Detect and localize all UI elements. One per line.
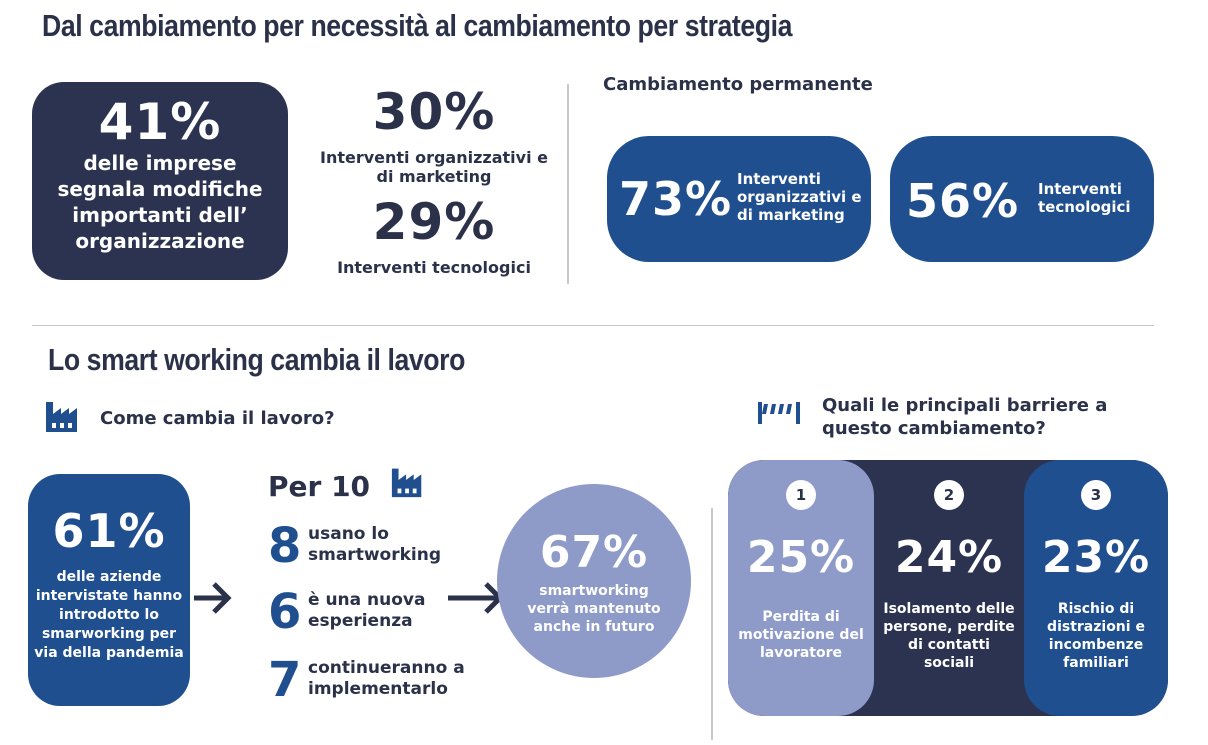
barrier-rank-3: 3 — [1081, 480, 1111, 510]
stat-29-text: Interventi tecnologici — [337, 258, 531, 277]
stat-67-text: smartworking verrà mantenuto anche in fu… — [527, 583, 661, 635]
stat-41-card: 41% delle imprese segnala modifiche impo… — [32, 82, 288, 280]
stat-67-value: 67% — [539, 527, 649, 578]
barrier-col-1: 1 25% Perdita di motivazione del lavorat… — [728, 460, 874, 716]
stat-61-value: 61% — [52, 504, 166, 558]
arrow-right-icon — [190, 576, 234, 624]
barrier-rank-1: 1 — [786, 480, 816, 510]
section2-title: Lo smart working cambia il lavoro — [48, 342, 465, 377]
barriers-title: Quali le principali barriere a questo ca… — [822, 395, 1108, 439]
per10-text-8: usano lo smartworking — [308, 524, 441, 565]
permanent-title: Cambiamento permanente — [603, 74, 873, 95]
barrier-rank-2: 2 — [934, 480, 964, 510]
permanent-card-73: 73% Interventi organizzativi e di market… — [607, 136, 871, 262]
per10-num-7: 7 — [268, 652, 302, 708]
barriers-panel: 1 25% Perdita di motivazione del lavorat… — [728, 460, 1168, 716]
stat-30-value: 30% — [372, 83, 496, 141]
barrier-col-2: 2 24% Isolamento delle persone, perdite … — [874, 460, 1024, 716]
divider-vertical — [567, 84, 569, 284]
stat-61-text: delle aziende intervistate hanno introdo… — [34, 569, 184, 661]
barrier-value-1: 25% — [746, 532, 856, 583]
factory-icon — [44, 398, 82, 436]
stat-61-card: 61% delle aziende intervistate hanno int… — [28, 474, 190, 706]
factory-icon — [390, 464, 426, 502]
barrier-col-3: 3 23% Rischio di distrazioni e incombenz… — [1024, 460, 1168, 716]
stat-41-value: 41% — [98, 93, 222, 151]
permanent-73-text: Interventi organizzativi e di marketing — [737, 170, 862, 224]
per10-num-6: 6 — [268, 584, 302, 640]
divider-vertical-2 — [711, 508, 713, 740]
stat-30-text: Interventi organizzativi e di marketing — [319, 148, 548, 186]
barrier-value-3: 23% — [1041, 532, 1151, 583]
barrier-text-2: Isolamento delle persone, perdite di con… — [883, 601, 1015, 671]
section1-title: Dal cambiamento per necessità al cambiam… — [42, 8, 792, 43]
stat-67-circle: 67% smartworking verrà mantenuto anche i… — [497, 484, 691, 678]
permanent-56-text: Interventi tecnologici — [1038, 180, 1131, 216]
stat-41-text: delle imprese segnala modifiche importan… — [57, 151, 263, 253]
how-title: Come cambia il lavoro? — [100, 408, 335, 429]
stat-29-value: 29% — [372, 193, 496, 251]
barrier-value-2: 24% — [894, 532, 1004, 583]
per10-title: Per 10 — [268, 470, 371, 503]
divider-horizontal — [32, 325, 1154, 326]
barrier-text-1: Perdita di motivazione del lavoratore — [738, 609, 864, 661]
per10-text-7: continueranno a implementarlo — [308, 658, 465, 699]
permanent-73-value: 73% — [619, 172, 733, 226]
barrier-text-3: Rischio di distrazioni e incombenze fami… — [1047, 601, 1145, 671]
permanent-56-value: 56% — [906, 174, 1020, 228]
per10-text-6: è una nuova esperienza — [308, 590, 426, 631]
per10-num-8: 8 — [268, 518, 302, 574]
barrier-icon — [758, 398, 806, 430]
permanent-card-56: 56% Interventi tecnologici — [890, 136, 1154, 262]
